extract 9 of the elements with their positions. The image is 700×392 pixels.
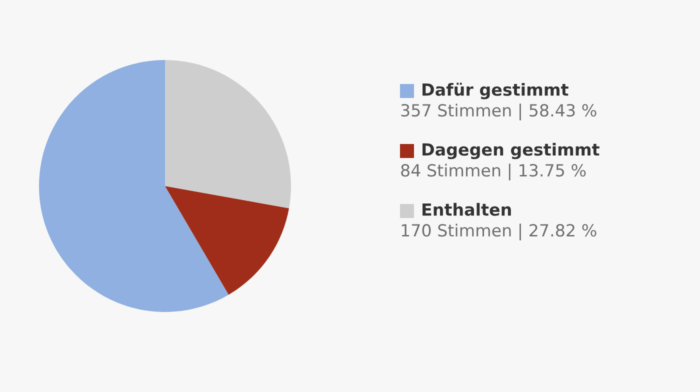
data-label: 357 Stimmen | 58.43 % xyxy=(401,104,596,120)
data-label: 170 Stimmen | 27.82 % xyxy=(402,224,596,240)
pie-slice xyxy=(165,186,290,295)
data-label: 84 Stimmen | 13.75 % xyxy=(401,164,586,180)
legend-label: Enthalten xyxy=(422,202,511,216)
pie-slice xyxy=(165,60,291,208)
legend-label: Dafür gestimmt xyxy=(422,82,568,100)
legend-label: Dagegen gestimmt xyxy=(422,142,600,160)
pie-slice xyxy=(39,60,229,312)
